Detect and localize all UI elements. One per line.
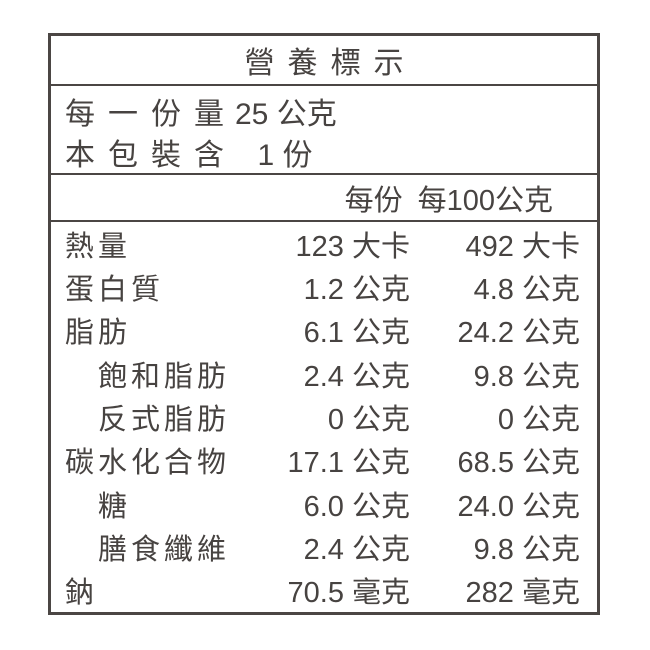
per-100g-column-header: 每100公克 (417, 184, 553, 217)
per-serving-value: 6.1 公克 (303, 317, 410, 350)
per-serving-value: 6.0 公克 (303, 490, 410, 523)
serving-size-row: 每一份量 25 公克 (51, 90, 597, 131)
per-100g-value: 0 公克 (497, 403, 580, 436)
per-100g-value: 24.2 公克 (457, 317, 581, 350)
nutrient-label: 熱量 (65, 230, 132, 263)
label-title: 營養標示 (244, 47, 417, 80)
nutrient-row-trans-fat: 反式脂肪 0 公克 0 公克 (51, 395, 597, 438)
nutrient-label: 反式脂肪 (98, 403, 231, 436)
serving-info-section: 每一份量 25 公克 本包裝含 1 份 (51, 86, 597, 175)
nutrient-label: 糖 (98, 490, 132, 523)
nutrient-row-carbohydrate: 碳水化合物 17.1 公克 68.5 公克 (51, 439, 597, 482)
per-serving-column-header: 每份 (344, 184, 403, 217)
per-serving-value: 17.1 公克 (287, 447, 411, 480)
nutrients-table: 熱量 123 大卡 492 大卡 蛋白質 1.2 公克 4.8 公克 脂肪 6.… (51, 222, 597, 612)
package-servings-value: 1 份 (257, 138, 313, 172)
nutrient-row-saturated-fat: 飽和脂肪 2.4 公克 9.8 公克 (51, 352, 597, 395)
per-serving-value: 2.4 公克 (303, 360, 410, 393)
per-100g-value: 4.8 公克 (473, 273, 580, 306)
nutrient-label: 碳水化合物 (65, 447, 231, 480)
nutrient-label: 蛋白質 (65, 273, 165, 306)
package-servings-row: 本包裝含 1 份 (51, 131, 597, 172)
nutrient-label: 鈉 (65, 577, 99, 610)
label-title-row: 營養標示 (51, 36, 597, 86)
serving-size-label: 每一份量 (65, 97, 237, 131)
nutrient-row-sodium: 鈉 70.5 毫克 282 毫克 (51, 569, 597, 612)
nutrition-label: 營養標示 每一份量 25 公克 本包裝含 1 份 每份 每100公克 熱量 12… (48, 33, 600, 615)
per-100g-value: 68.5 公克 (457, 447, 581, 480)
nutrient-row-protein: 蛋白質 1.2 公克 4.8 公克 (51, 265, 597, 308)
per-serving-value: 0 公克 (327, 403, 410, 436)
per-serving-value: 2.4 公克 (303, 533, 410, 566)
per-100g-value: 9.8 公克 (473, 533, 580, 566)
per-100g-value: 282 毫克 (465, 577, 580, 610)
per-100g-value: 24.0 公克 (457, 490, 581, 523)
per-100g-value: 492 大卡 (465, 230, 580, 263)
per-serving-value: 1.2 公克 (303, 273, 410, 306)
column-headers-row: 每份 每100公克 (51, 175, 597, 222)
per-serving-value: 123 大卡 (295, 230, 410, 263)
nutrient-row-sugar: 糖 6.0 公克 24.0 公克 (51, 482, 597, 525)
nutrient-row-dietary-fiber: 膳食纖維 2.4 公克 9.8 公克 (51, 525, 597, 568)
serving-size-value: 25 公克 (235, 97, 337, 131)
nutrient-row-fat: 脂肪 6.1 公克 24.2 公克 (51, 309, 597, 352)
nutrient-label: 飽和脂肪 (98, 360, 231, 393)
per-serving-value: 70.5 毫克 (287, 577, 411, 610)
package-servings-label: 本包裝含 (65, 138, 237, 172)
nutrient-row-calories: 熱量 123 大卡 492 大卡 (51, 222, 597, 265)
per-100g-value: 9.8 公克 (473, 360, 580, 393)
nutrient-label: 膳食纖維 (98, 533, 231, 566)
nutrient-label: 脂肪 (65, 317, 132, 350)
